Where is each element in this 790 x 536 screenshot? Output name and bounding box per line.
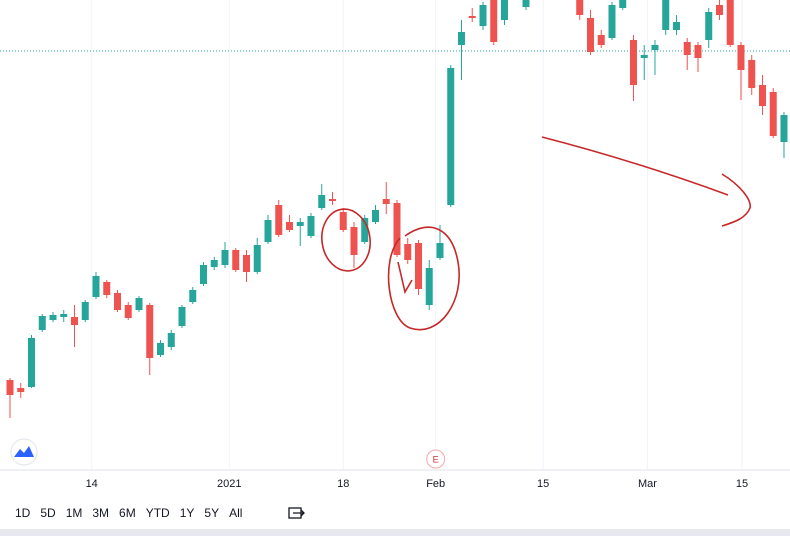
candle-body	[103, 282, 111, 295]
candle-body	[350, 227, 358, 255]
candle-body	[232, 250, 240, 270]
candle-body	[522, 0, 530, 7]
x-axis: 14 2021 18 Feb 15 Mar 15	[86, 478, 749, 490]
x-tick-label: 15	[736, 478, 748, 490]
candle-body	[683, 42, 691, 55]
candle-body	[597, 35, 605, 45]
candle-body	[92, 276, 100, 297]
range-button[interactable]: 6M	[119, 506, 136, 520]
candle-body	[651, 45, 659, 50]
range-toolbar: 1D 5D 1M 3M 6M YTD 1Y 5Y All	[10, 503, 247, 525]
candle-body	[49, 315, 57, 320]
range-button[interactable]: All	[229, 506, 243, 520]
candle-body	[468, 16, 476, 18]
candle-body	[500, 0, 508, 20]
candle-body	[436, 243, 444, 258]
candle-body	[135, 298, 143, 310]
candle-body	[17, 388, 25, 392]
candle-body	[769, 92, 777, 136]
candle-body	[705, 12, 713, 40]
candle-body	[221, 250, 229, 265]
candle-body	[608, 5, 616, 38]
candle-body	[662, 0, 670, 30]
candle-body	[113, 293, 121, 310]
candle-body	[586, 18, 594, 52]
candle-body	[285, 222, 293, 230]
candle-body	[60, 314, 68, 317]
candle-body	[382, 199, 390, 204]
candle-body	[178, 307, 186, 326]
candle-body	[780, 115, 788, 142]
candle-body	[361, 218, 369, 242]
x-tick-label: Mar	[638, 478, 657, 490]
candle-body	[146, 305, 154, 358]
candle-body	[339, 212, 347, 230]
x-tick-label: 14	[86, 478, 98, 490]
candle-body	[490, 0, 498, 42]
candle-body	[242, 255, 250, 272]
x-tick-label: Feb	[426, 478, 445, 490]
candle-body	[694, 45, 702, 58]
range-button[interactable]: YTD	[145, 506, 170, 520]
candle-body	[307, 216, 315, 236]
candle-body	[70, 317, 78, 325]
candle-body	[296, 222, 304, 226]
bottom-band	[0, 529, 790, 536]
candle-body	[576, 0, 584, 15]
x-tick-label: 18	[337, 478, 349, 490]
candle-body	[414, 243, 422, 289]
candle-body	[447, 68, 455, 205]
candle-body	[6, 380, 14, 395]
logo	[10, 438, 38, 466]
candle-body	[189, 290, 197, 302]
grid	[91, 0, 743, 470]
candle-body	[726, 0, 734, 45]
range-button[interactable]: 5Y	[204, 506, 220, 520]
range-button[interactable]: 1M	[65, 506, 83, 520]
x-tick-label: 2021	[217, 478, 241, 490]
event-marker-label: E	[433, 454, 439, 464]
candle-body	[640, 55, 648, 58]
candle-body	[758, 85, 766, 106]
chart: 14 2021 18 Feb 15 Mar 15 E	[0, 0, 790, 490]
candle-body	[124, 305, 132, 318]
x-tick-label: 15	[537, 478, 549, 490]
candle-body	[404, 244, 412, 260]
candle-body	[672, 22, 680, 30]
range-button[interactable]: 5D	[40, 506, 56, 520]
candle-body	[479, 5, 487, 26]
candle-body	[27, 338, 35, 387]
candle-body	[619, 0, 627, 8]
candle-body	[629, 40, 637, 85]
hand-drawn-annotations	[321, 136, 751, 331]
candle-body	[748, 60, 756, 88]
range-button[interactable]: 1Y	[179, 506, 195, 520]
range-button[interactable]: 1D	[15, 506, 31, 520]
candle-body	[425, 268, 433, 305]
candle-body	[371, 210, 379, 222]
range-button[interactable]: 3M	[92, 506, 110, 520]
compare-icon[interactable]	[287, 506, 307, 522]
candle-body	[167, 333, 175, 347]
candle-body	[210, 260, 218, 267]
candle-body	[328, 199, 336, 201]
candle-body	[264, 220, 272, 242]
candle-body	[318, 195, 326, 208]
candle-body	[457, 32, 465, 45]
candle-body	[275, 205, 283, 235]
candle-body	[253, 245, 261, 272]
plot-area	[0, 0, 790, 418]
candle-body	[81, 302, 89, 320]
candle-body	[156, 343, 164, 355]
candle-body	[199, 265, 207, 284]
candle-body	[38, 316, 46, 330]
candle-body	[737, 45, 745, 70]
candle-body	[715, 5, 723, 15]
candle-body	[393, 203, 401, 255]
event-marker	[426, 449, 446, 469]
